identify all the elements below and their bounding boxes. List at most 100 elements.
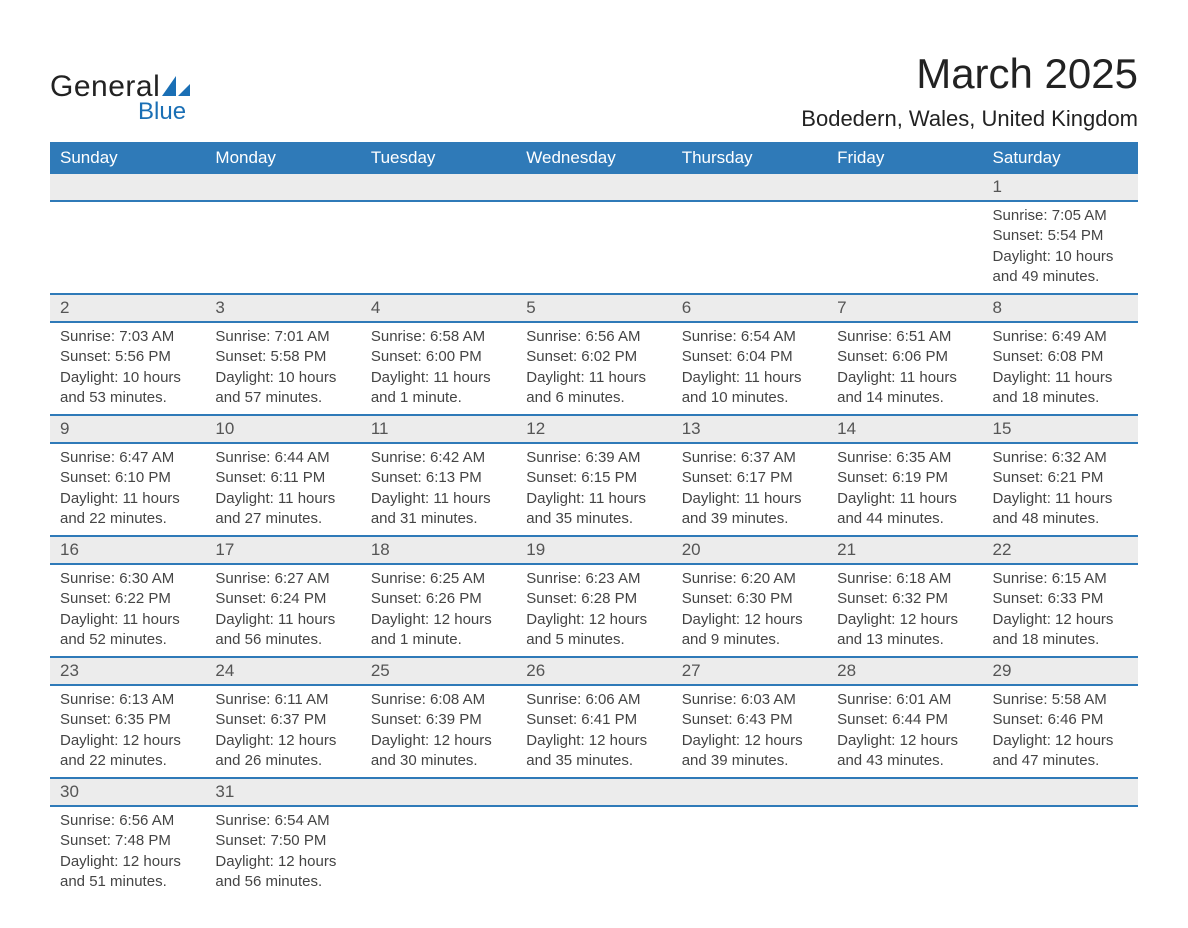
- day-detail-cell: Sunrise: 7:03 AMSunset: 5:56 PMDaylight:…: [50, 322, 205, 415]
- day-sunrise: Sunrise: 6:01 AM: [837, 690, 972, 710]
- day-daylight2: and 57 minutes.: [215, 388, 350, 408]
- day-number-cell: 23: [50, 657, 205, 685]
- day-number-cell: 6: [672, 294, 827, 322]
- day-number-cell: 10: [205, 415, 360, 443]
- day-detail-cell: Sunrise: 6:03 AMSunset: 6:43 PMDaylight:…: [672, 685, 827, 778]
- day-sunset: Sunset: 6:33 PM: [993, 589, 1128, 609]
- day-sunrise: Sunrise: 6:11 AM: [215, 690, 350, 710]
- day-number-cell: 17: [205, 536, 360, 564]
- weekday-header: Thursday: [672, 142, 827, 174]
- day-sunrise: Sunrise: 6:44 AM: [215, 448, 350, 468]
- day-detail-cell: Sunrise: 7:01 AMSunset: 5:58 PMDaylight:…: [205, 322, 360, 415]
- day-sunrise: Sunrise: 6:20 AM: [682, 569, 817, 589]
- day-daylight2: and 5 minutes.: [526, 630, 661, 650]
- day-daylight2: and 10 minutes.: [682, 388, 817, 408]
- day-sunrise: Sunrise: 6:13 AM: [60, 690, 195, 710]
- day-sunset: Sunset: 7:48 PM: [60, 831, 195, 851]
- day-detail-cell: Sunrise: 6:42 AMSunset: 6:13 PMDaylight:…: [361, 443, 516, 536]
- day-detail-cell: Sunrise: 6:20 AMSunset: 6:30 PMDaylight:…: [672, 564, 827, 657]
- day-daylight2: and 30 minutes.: [371, 751, 506, 771]
- day-sunrise: Sunrise: 6:35 AM: [837, 448, 972, 468]
- weekday-header: Friday: [827, 142, 982, 174]
- day-detail-cell: [672, 201, 827, 294]
- day-sunset: Sunset: 6:06 PM: [837, 347, 972, 367]
- day-detail-cell: Sunrise: 6:44 AMSunset: 6:11 PMDaylight:…: [205, 443, 360, 536]
- day-daylight1: Daylight: 12 hours: [60, 852, 195, 872]
- day-number-cell: 4: [361, 294, 516, 322]
- day-daylight1: Daylight: 11 hours: [526, 489, 661, 509]
- day-number-cell: 29: [983, 657, 1138, 685]
- day-number-cell: [361, 778, 516, 806]
- day-sunset: Sunset: 6:41 PM: [526, 710, 661, 730]
- day-sunrise: Sunrise: 6:39 AM: [526, 448, 661, 468]
- day-detail-cell: [983, 806, 1138, 898]
- day-daylight2: and 22 minutes.: [60, 509, 195, 529]
- day-daylight1: Daylight: 12 hours: [993, 610, 1128, 630]
- day-sunset: Sunset: 5:56 PM: [60, 347, 195, 367]
- day-detail-cell: [516, 201, 671, 294]
- day-number-cell: 11: [361, 415, 516, 443]
- day-sunset: Sunset: 6:44 PM: [837, 710, 972, 730]
- day-daylight1: Daylight: 11 hours: [993, 368, 1128, 388]
- day-detail-cell: Sunrise: 6:11 AMSunset: 6:37 PMDaylight:…: [205, 685, 360, 778]
- day-detail-cell: Sunrise: 6:25 AMSunset: 6:26 PMDaylight:…: [361, 564, 516, 657]
- day-daylight2: and 26 minutes.: [215, 751, 350, 771]
- day-daylight1: Daylight: 11 hours: [682, 489, 817, 509]
- day-number-cell: 20: [672, 536, 827, 564]
- day-detail-cell: Sunrise: 6:56 AMSunset: 6:02 PMDaylight:…: [516, 322, 671, 415]
- day-sunset: Sunset: 6:43 PM: [682, 710, 817, 730]
- day-daylight1: Daylight: 12 hours: [60, 731, 195, 751]
- day-number-row: 3031: [50, 778, 1138, 806]
- day-daylight2: and 43 minutes.: [837, 751, 972, 771]
- day-daylight1: Daylight: 11 hours: [837, 368, 972, 388]
- day-number-row: 23242526272829: [50, 657, 1138, 685]
- day-number-cell: 9: [50, 415, 205, 443]
- weekday-header: Saturday: [983, 142, 1138, 174]
- day-sunset: Sunset: 6:24 PM: [215, 589, 350, 609]
- day-daylight1: Daylight: 11 hours: [682, 368, 817, 388]
- day-daylight1: Daylight: 12 hours: [682, 731, 817, 751]
- day-sunrise: Sunrise: 6:56 AM: [526, 327, 661, 347]
- day-daylight2: and 35 minutes.: [526, 509, 661, 529]
- day-daylight2: and 31 minutes.: [371, 509, 506, 529]
- day-number-cell: 27: [672, 657, 827, 685]
- day-number-cell: [827, 778, 982, 806]
- logo: General Blue: [50, 70, 190, 126]
- day-daylight2: and 22 minutes.: [60, 751, 195, 771]
- day-sunrise: Sunrise: 6:51 AM: [837, 327, 972, 347]
- day-sunset: Sunset: 6:19 PM: [837, 468, 972, 488]
- day-sunrise: Sunrise: 6:25 AM: [371, 569, 506, 589]
- day-number-cell: 13: [672, 415, 827, 443]
- day-daylight1: Daylight: 11 hours: [60, 610, 195, 630]
- day-daylight2: and 27 minutes.: [215, 509, 350, 529]
- day-sunset: Sunset: 6:11 PM: [215, 468, 350, 488]
- day-daylight2: and 18 minutes.: [993, 388, 1128, 408]
- day-sunrise: Sunrise: 6:18 AM: [837, 569, 972, 589]
- day-daylight1: Daylight: 11 hours: [215, 610, 350, 630]
- day-sunset: Sunset: 6:22 PM: [60, 589, 195, 609]
- day-number-cell: [205, 174, 360, 201]
- day-daylight2: and 39 minutes.: [682, 509, 817, 529]
- day-number-cell: 26: [516, 657, 671, 685]
- day-detail-cell: Sunrise: 6:18 AMSunset: 6:32 PMDaylight:…: [827, 564, 982, 657]
- day-number-row: 9101112131415: [50, 415, 1138, 443]
- weekday-header: Sunday: [50, 142, 205, 174]
- day-detail-cell: Sunrise: 6:58 AMSunset: 6:00 PMDaylight:…: [361, 322, 516, 415]
- day-daylight2: and 49 minutes.: [993, 267, 1128, 287]
- day-number-cell: [361, 174, 516, 201]
- day-sunset: Sunset: 6:46 PM: [993, 710, 1128, 730]
- day-detail-row: Sunrise: 6:47 AMSunset: 6:10 PMDaylight:…: [50, 443, 1138, 536]
- day-number-cell: 28: [827, 657, 982, 685]
- day-sunset: Sunset: 6:35 PM: [60, 710, 195, 730]
- day-sunrise: Sunrise: 7:01 AM: [215, 327, 350, 347]
- day-sunrise: Sunrise: 6:23 AM: [526, 569, 661, 589]
- day-sunrise: Sunrise: 6:15 AM: [993, 569, 1128, 589]
- day-sunset: Sunset: 6:28 PM: [526, 589, 661, 609]
- day-detail-cell: Sunrise: 6:56 AMSunset: 7:48 PMDaylight:…: [50, 806, 205, 898]
- day-sunrise: Sunrise: 6:54 AM: [682, 327, 817, 347]
- day-daylight2: and 13 minutes.: [837, 630, 972, 650]
- day-sunrise: Sunrise: 6:47 AM: [60, 448, 195, 468]
- day-daylight2: and 56 minutes.: [215, 872, 350, 892]
- day-daylight1: Daylight: 10 hours: [215, 368, 350, 388]
- day-number-cell: 15: [983, 415, 1138, 443]
